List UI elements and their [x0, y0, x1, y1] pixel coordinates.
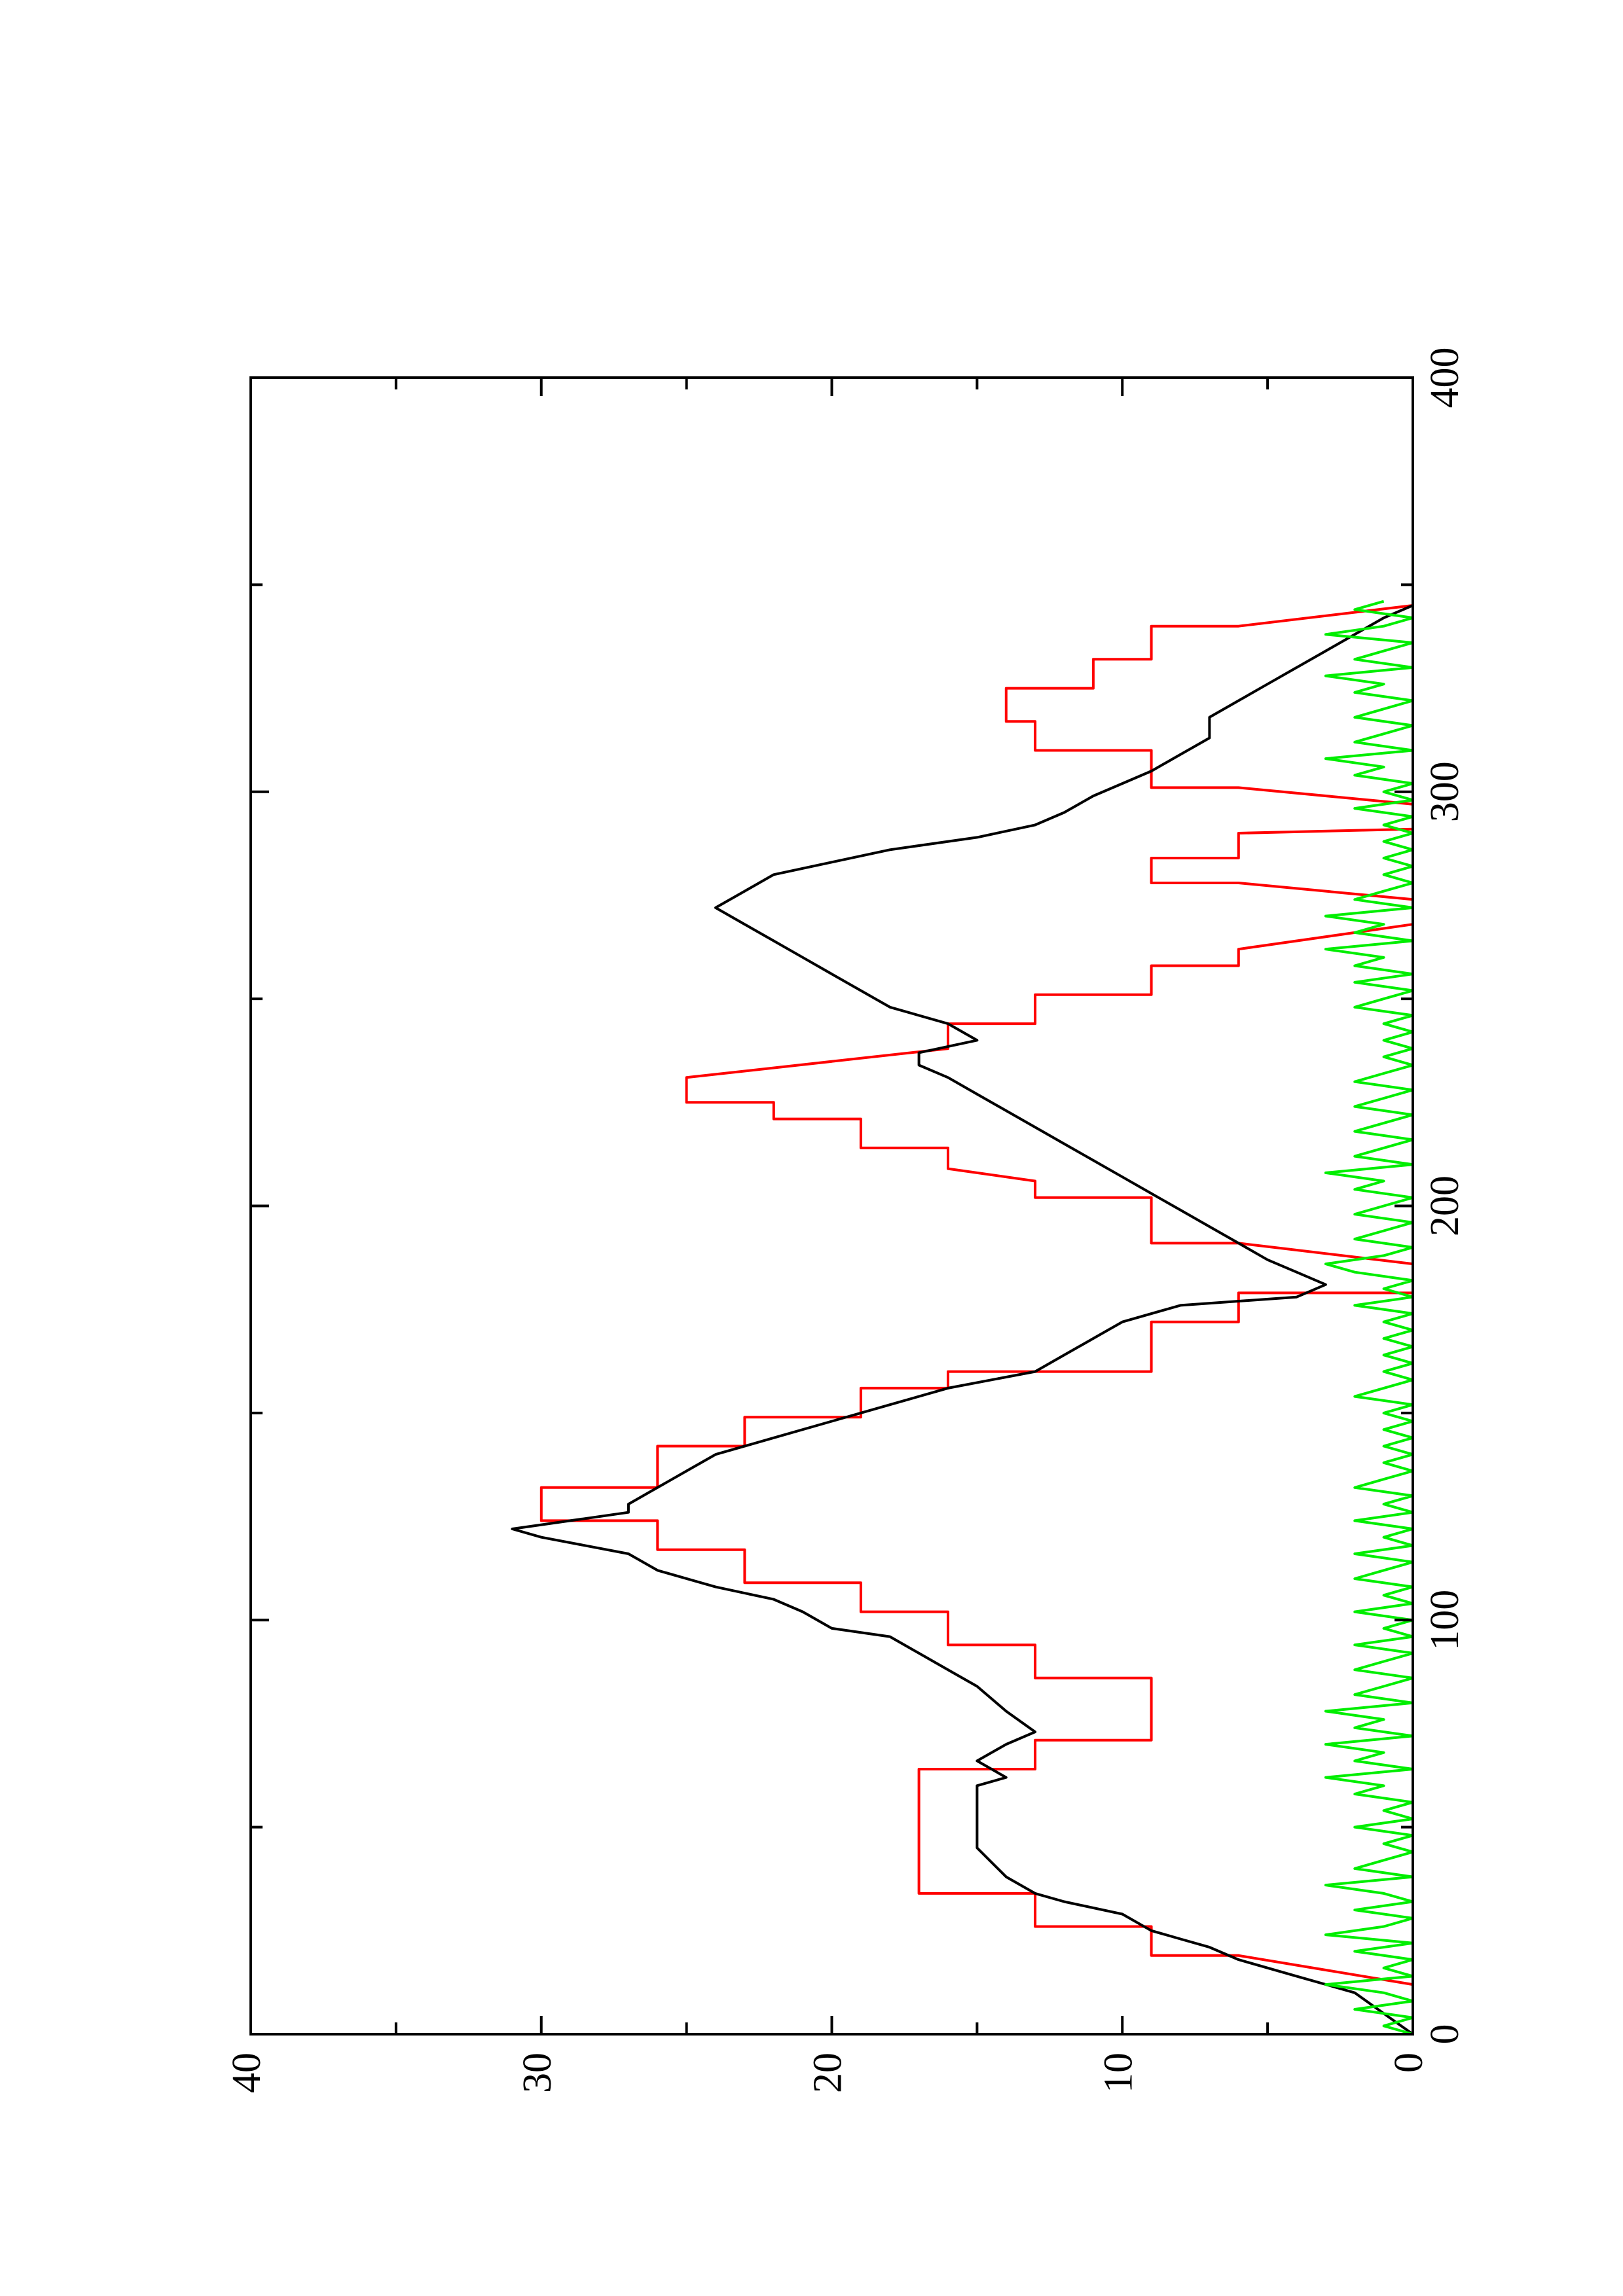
- x-tick-label: 0: [1423, 2024, 1467, 2045]
- y-tick-label: 40: [225, 2053, 269, 2093]
- y-tick-label: 10: [1096, 2053, 1140, 2093]
- tick-layer: [249, 376, 1414, 2036]
- series-line-2: [511, 604, 1414, 2036]
- x-tick-label: 100: [1423, 1590, 1467, 1651]
- x-tick-label: 400: [1423, 348, 1467, 408]
- y-tick-label: 30: [515, 2053, 560, 2093]
- series-line-3: [1324, 600, 1414, 2036]
- y-tick-label: 20: [806, 2053, 850, 2093]
- tick-label-layer: 0 100 200 300 400 0 10 20 30 40: [225, 348, 1467, 2094]
- y-tick-label: 0: [1387, 2053, 1431, 2073]
- x-tick-label: 200: [1423, 1175, 1467, 1236]
- x-tick-label: 300: [1423, 761, 1467, 822]
- series-layer: [511, 600, 1414, 2036]
